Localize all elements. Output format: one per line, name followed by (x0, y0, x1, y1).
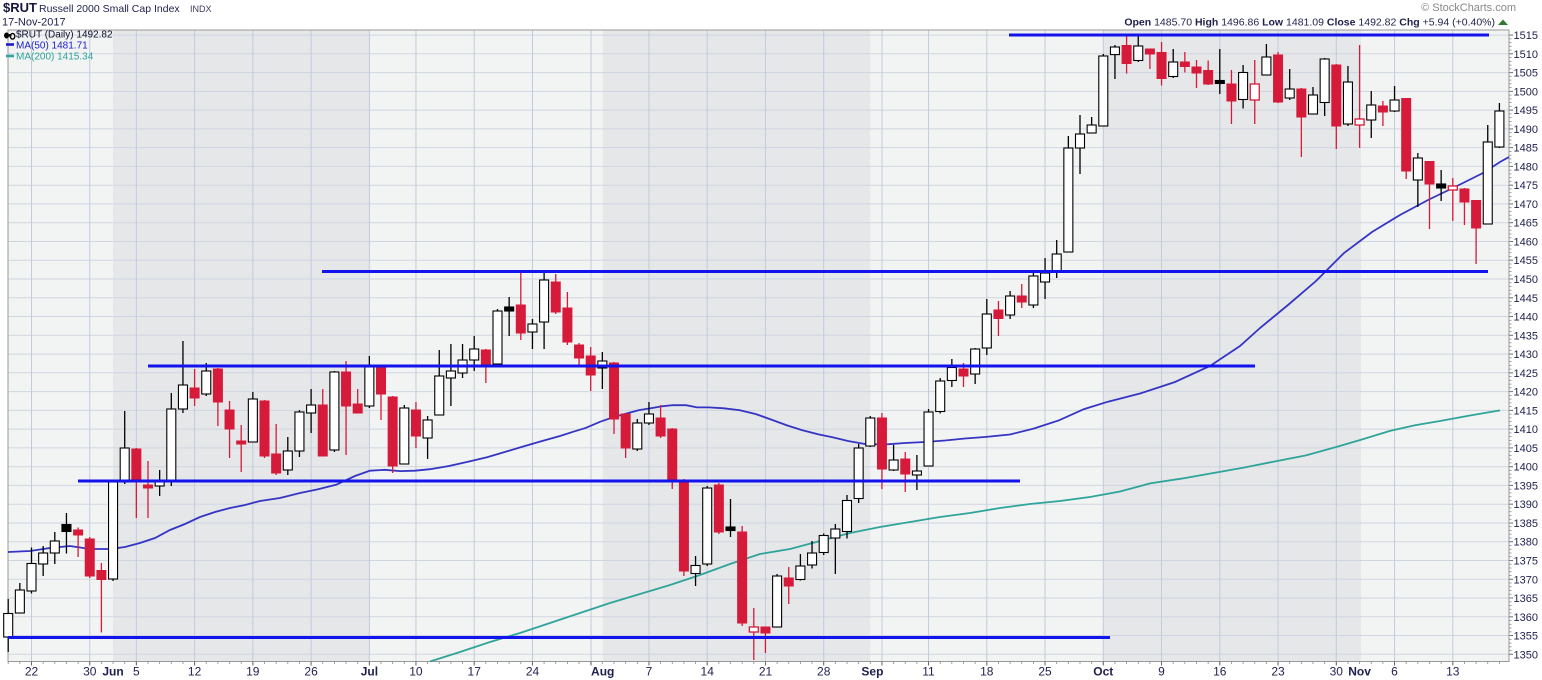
svg-text:Jun: Jun (102, 665, 123, 679)
svg-text:1400: 1400 (1514, 462, 1538, 474)
svg-text:23: 23 (1271, 665, 1285, 679)
svg-text:1380: 1380 (1514, 537, 1538, 549)
svg-text:25: 25 (1038, 665, 1052, 679)
svg-text:1415: 1415 (1514, 405, 1538, 417)
svg-text:1480: 1480 (1514, 161, 1538, 173)
svg-text:1430: 1430 (1514, 349, 1538, 361)
svg-text:1515: 1515 (1514, 30, 1538, 42)
svg-text:INDX: INDX (190, 4, 212, 14)
svg-text:14: 14 (701, 665, 715, 679)
svg-text:17-Nov-2017: 17-Nov-2017 (2, 16, 66, 28)
svg-text:1365: 1365 (1514, 593, 1538, 605)
svg-text:1460: 1460 (1514, 237, 1538, 249)
svg-text:22: 22 (25, 665, 39, 679)
svg-text:1360: 1360 (1514, 612, 1538, 624)
svg-text:24: 24 (526, 665, 540, 679)
svg-text:1375: 1375 (1514, 556, 1538, 568)
svg-text:Russell 2000 Small Cap Index: Russell 2000 Small Cap Index (39, 3, 180, 15)
svg-text:Oct: Oct (1093, 665, 1113, 679)
svg-text:MA(50) 1481.71: MA(50) 1481.71 (16, 41, 88, 52)
svg-text:1385: 1385 (1514, 518, 1538, 530)
svg-text:21: 21 (759, 665, 773, 679)
svg-text:7: 7 (646, 665, 653, 679)
svg-text:18: 18 (980, 665, 994, 679)
svg-text:1500: 1500 (1514, 86, 1538, 98)
svg-text:11: 11 (922, 665, 935, 679)
svg-text:1470: 1470 (1514, 199, 1538, 211)
svg-text:Aug: Aug (591, 665, 614, 679)
svg-text:1395: 1395 (1514, 480, 1538, 492)
svg-text:30: 30 (1330, 665, 1344, 679)
svg-text:MA(200) 1415.34: MA(200) 1415.34 (16, 52, 94, 63)
svg-text:19: 19 (246, 665, 260, 679)
svg-text:1425: 1425 (1514, 368, 1538, 380)
svg-text:1420: 1420 (1514, 387, 1538, 399)
svg-text:1410: 1410 (1514, 424, 1538, 436)
svg-text:1440: 1440 (1514, 312, 1538, 324)
svg-text:1450: 1450 (1514, 274, 1538, 286)
svg-text:1455: 1455 (1514, 255, 1538, 267)
svg-text:Open 1485.70 High 1496.86 Low: Open 1485.70 High 1496.86 Low 1481.09 Cl… (1124, 17, 1495, 29)
svg-text:28: 28 (817, 665, 831, 679)
svg-text:6: 6 (1391, 665, 1398, 679)
svg-text:12: 12 (188, 665, 202, 679)
svg-text:16: 16 (1213, 665, 1227, 679)
svg-text:© StockCharts.com: © StockCharts.com (1421, 2, 1516, 14)
svg-text:1355: 1355 (1514, 631, 1538, 643)
svg-text:1475: 1475 (1514, 180, 1538, 192)
svg-text:Nov: Nov (1348, 665, 1371, 679)
svg-text:1505: 1505 (1514, 68, 1538, 80)
svg-text:1390: 1390 (1514, 499, 1538, 511)
svg-text:Sep: Sep (861, 665, 883, 679)
svg-text:1465: 1465 (1514, 218, 1538, 230)
svg-text:1350: 1350 (1514, 649, 1538, 661)
svg-text:1445: 1445 (1514, 293, 1538, 305)
svg-text:$RUT (Daily) 1492.82: $RUT (Daily) 1492.82 (16, 30, 113, 41)
svg-text:17: 17 (468, 665, 482, 679)
svg-text:30: 30 (83, 665, 97, 679)
svg-text:26: 26 (304, 665, 318, 679)
svg-text:1490: 1490 (1514, 124, 1538, 136)
svg-text:Jul: Jul (361, 665, 378, 679)
svg-text:13: 13 (1446, 665, 1460, 679)
svg-text:1370: 1370 (1514, 574, 1538, 586)
svg-text:1435: 1435 (1514, 330, 1538, 342)
svg-text:1485: 1485 (1514, 143, 1538, 155)
svg-text:9: 9 (1158, 665, 1165, 679)
svg-text:$RUT: $RUT (3, 0, 37, 15)
svg-text:1510: 1510 (1514, 49, 1538, 61)
svg-text:10: 10 (409, 665, 423, 679)
svg-text:1495: 1495 (1514, 105, 1538, 117)
svg-text:5: 5 (133, 665, 140, 679)
svg-text:1405: 1405 (1514, 443, 1538, 455)
